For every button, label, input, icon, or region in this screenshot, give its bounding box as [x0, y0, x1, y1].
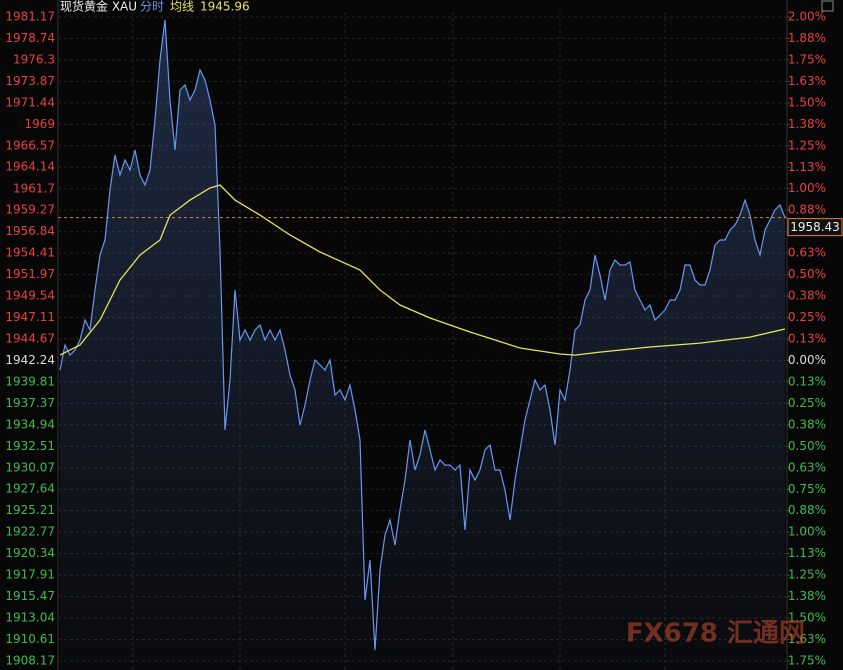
- y2-tick-label: 0.13%: [788, 374, 826, 388]
- y-tick-label: 1934.94: [5, 417, 55, 431]
- y2-tick-label: 2.00%: [788, 10, 826, 24]
- y2-tick-label: 1.13%: [788, 546, 826, 560]
- y-tick-label: 1951.97: [5, 267, 55, 281]
- legend-average-value: 1945.96: [200, 0, 250, 14]
- y2-tick-label: 1.88%: [788, 31, 826, 45]
- average-line: [59, 184, 786, 356]
- y2-tick-label: 1.00%: [788, 525, 826, 539]
- y-tick-label: 1966.57: [5, 138, 55, 152]
- legend-price: 分时: [140, 0, 164, 14]
- y2-tick-label: 0.25%: [788, 310, 826, 324]
- last-price-box: [787, 218, 843, 237]
- y-tick-label: 1947.11: [5, 310, 55, 324]
- y-tick-label: 1978.74: [5, 31, 55, 45]
- y2-tick-label: 0.25%: [788, 396, 826, 410]
- y2-tick-label: 1.00%: [788, 181, 826, 195]
- y-tick-label: 1922.77: [5, 525, 55, 539]
- watermark: FX678 汇通网: [626, 619, 805, 649]
- y-tick-label: 1959.27: [5, 203, 55, 217]
- y-tick-label: 1956.84: [5, 224, 55, 238]
- y2-tick-label: 1.25%: [788, 138, 826, 152]
- y-tick-label: 1949.54: [5, 289, 55, 303]
- chart-title: 现货黄金 XAU: [60, 0, 137, 14]
- y-tick-label: 1961.7: [13, 181, 55, 195]
- y-tick-label: 1964.14: [5, 160, 55, 174]
- y2-tick-label: 1.13%: [788, 160, 826, 174]
- y-tick-label: 1915.47: [5, 589, 55, 603]
- y-tick-label: 1920.34: [5, 546, 55, 560]
- y-tick-label: 1927.64: [5, 482, 55, 496]
- legend-average: 均线: [170, 0, 194, 14]
- y2-tick-label: 1.75%: [788, 52, 826, 66]
- y-tick-label: 1917.91: [5, 568, 55, 582]
- y2-tick-label: 1.50%: [788, 611, 826, 625]
- y-tick-label: 1925.21: [5, 503, 55, 517]
- y2-tick-label: 0.63%: [788, 246, 826, 260]
- y2-tick-label: 1.38%: [788, 589, 826, 603]
- y-tick-label: 1932.51: [5, 439, 55, 453]
- window-icon[interactable]: [821, 0, 834, 12]
- y2-tick-label: 1.75%: [788, 654, 826, 668]
- y-tick-label: 1981.17: [5, 10, 55, 24]
- y2-tick-label: 1.38%: [788, 117, 826, 131]
- y2-tick-label: 0.50%: [788, 439, 826, 453]
- y-tick-label: 1969: [24, 117, 55, 131]
- y2-tick-label: 1.63%: [788, 74, 826, 88]
- y2-tick-label: 0.38%: [788, 289, 826, 303]
- y2-tick-label: 1.63%: [788, 632, 826, 646]
- y-tick-label: 1939.81: [5, 374, 55, 388]
- y2-tick-label: 1.25%: [788, 568, 826, 582]
- y-tick-label: 1937.37: [5, 396, 55, 410]
- y-tick-label: 1944.67: [5, 332, 55, 346]
- y2-tick-label: 0.38%: [788, 417, 826, 431]
- price-area: [60, 20, 785, 670]
- y2-tick-label: 0.88%: [788, 503, 826, 517]
- last-price-label: 1958.43: [790, 220, 840, 234]
- y2-tick-label: 0.88%: [788, 203, 826, 217]
- y-tick-label: 1913.04: [5, 611, 55, 625]
- y-tick-label: 1908.17: [5, 654, 55, 668]
- y2-tick-label: 0.13%: [788, 332, 826, 346]
- y2-tick-label: 1.50%: [788, 95, 826, 109]
- y2-tick-label: 0.63%: [788, 460, 826, 474]
- y-tick-label: 1973.87: [5, 74, 55, 88]
- y2-tick-label: 0.75%: [788, 482, 826, 496]
- y2-tick-label: 0.00%: [788, 353, 826, 367]
- price-line: [59, 19, 786, 651]
- y-tick-label: 1954.41: [5, 246, 55, 260]
- y-tick-label: 1930.07: [5, 460, 55, 474]
- y-tick-label: 1976.3: [13, 52, 55, 66]
- y-tick-label: 1971.44: [5, 95, 55, 109]
- y-tick-label: 1910.61: [5, 632, 55, 646]
- y-tick-label: 1942.24: [5, 353, 55, 367]
- y2-tick-label: 0.50%: [788, 267, 826, 281]
